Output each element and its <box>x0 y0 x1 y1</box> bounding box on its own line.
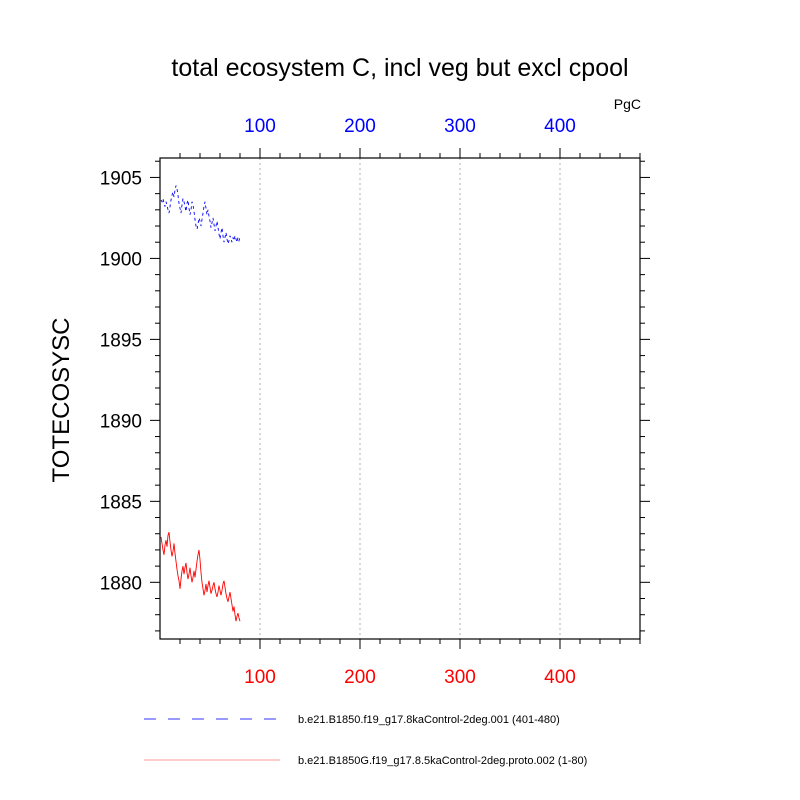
x-top-tick-label-200: 200 <box>344 116 376 137</box>
x-top-tick-label-400: 400 <box>544 116 576 137</box>
chart-title: total ecosystem C, incl veg but excl cpo… <box>171 54 628 82</box>
y-axis-label: TOTECOSYSC <box>48 318 75 483</box>
y-tick-label-1890: 1890 <box>100 411 142 432</box>
x-gridlines <box>259 158 561 639</box>
series-line-2 <box>160 531 241 622</box>
x-bottom-tick-label-300: 300 <box>444 667 476 688</box>
plot-frame <box>159 157 641 640</box>
y-tick-label-1885: 1885 <box>100 492 142 513</box>
series-line-1 <box>160 185 241 244</box>
tick-labels: 1880 1885 1890 1895 1900 1905 100 200 300 400 100 2… <box>100 116 576 688</box>
units-label: PgC <box>614 96 641 112</box>
legend-label-series-2: b.e21.B1850G.f19_g17.8.5kaControl-2deg.p… <box>298 755 587 767</box>
series-group <box>160 185 241 622</box>
x-top-tick-label-300: 300 <box>444 116 476 137</box>
x-top-tick-label-100: 100 <box>244 116 276 137</box>
x-bottom-tick-label-400: 400 <box>544 667 576 688</box>
axis-ticks <box>150 148 650 649</box>
y-tick-label-1905: 1905 <box>100 168 142 189</box>
legend: b.e21.B1850.f19_g17.8kaControl-2deg.001 … <box>144 714 587 767</box>
y-tick-label-1880: 1880 <box>100 573 142 594</box>
x-bottom-tick-label-100: 100 <box>244 667 276 688</box>
legend-label-series-1: b.e21.B1850.f19_g17.8kaControl-2deg.001 … <box>298 714 560 726</box>
y-tick-label-1895: 1895 <box>100 330 142 351</box>
y-tick-label-1900: 1900 <box>100 249 142 270</box>
x-bottom-tick-label-200: 200 <box>344 667 376 688</box>
